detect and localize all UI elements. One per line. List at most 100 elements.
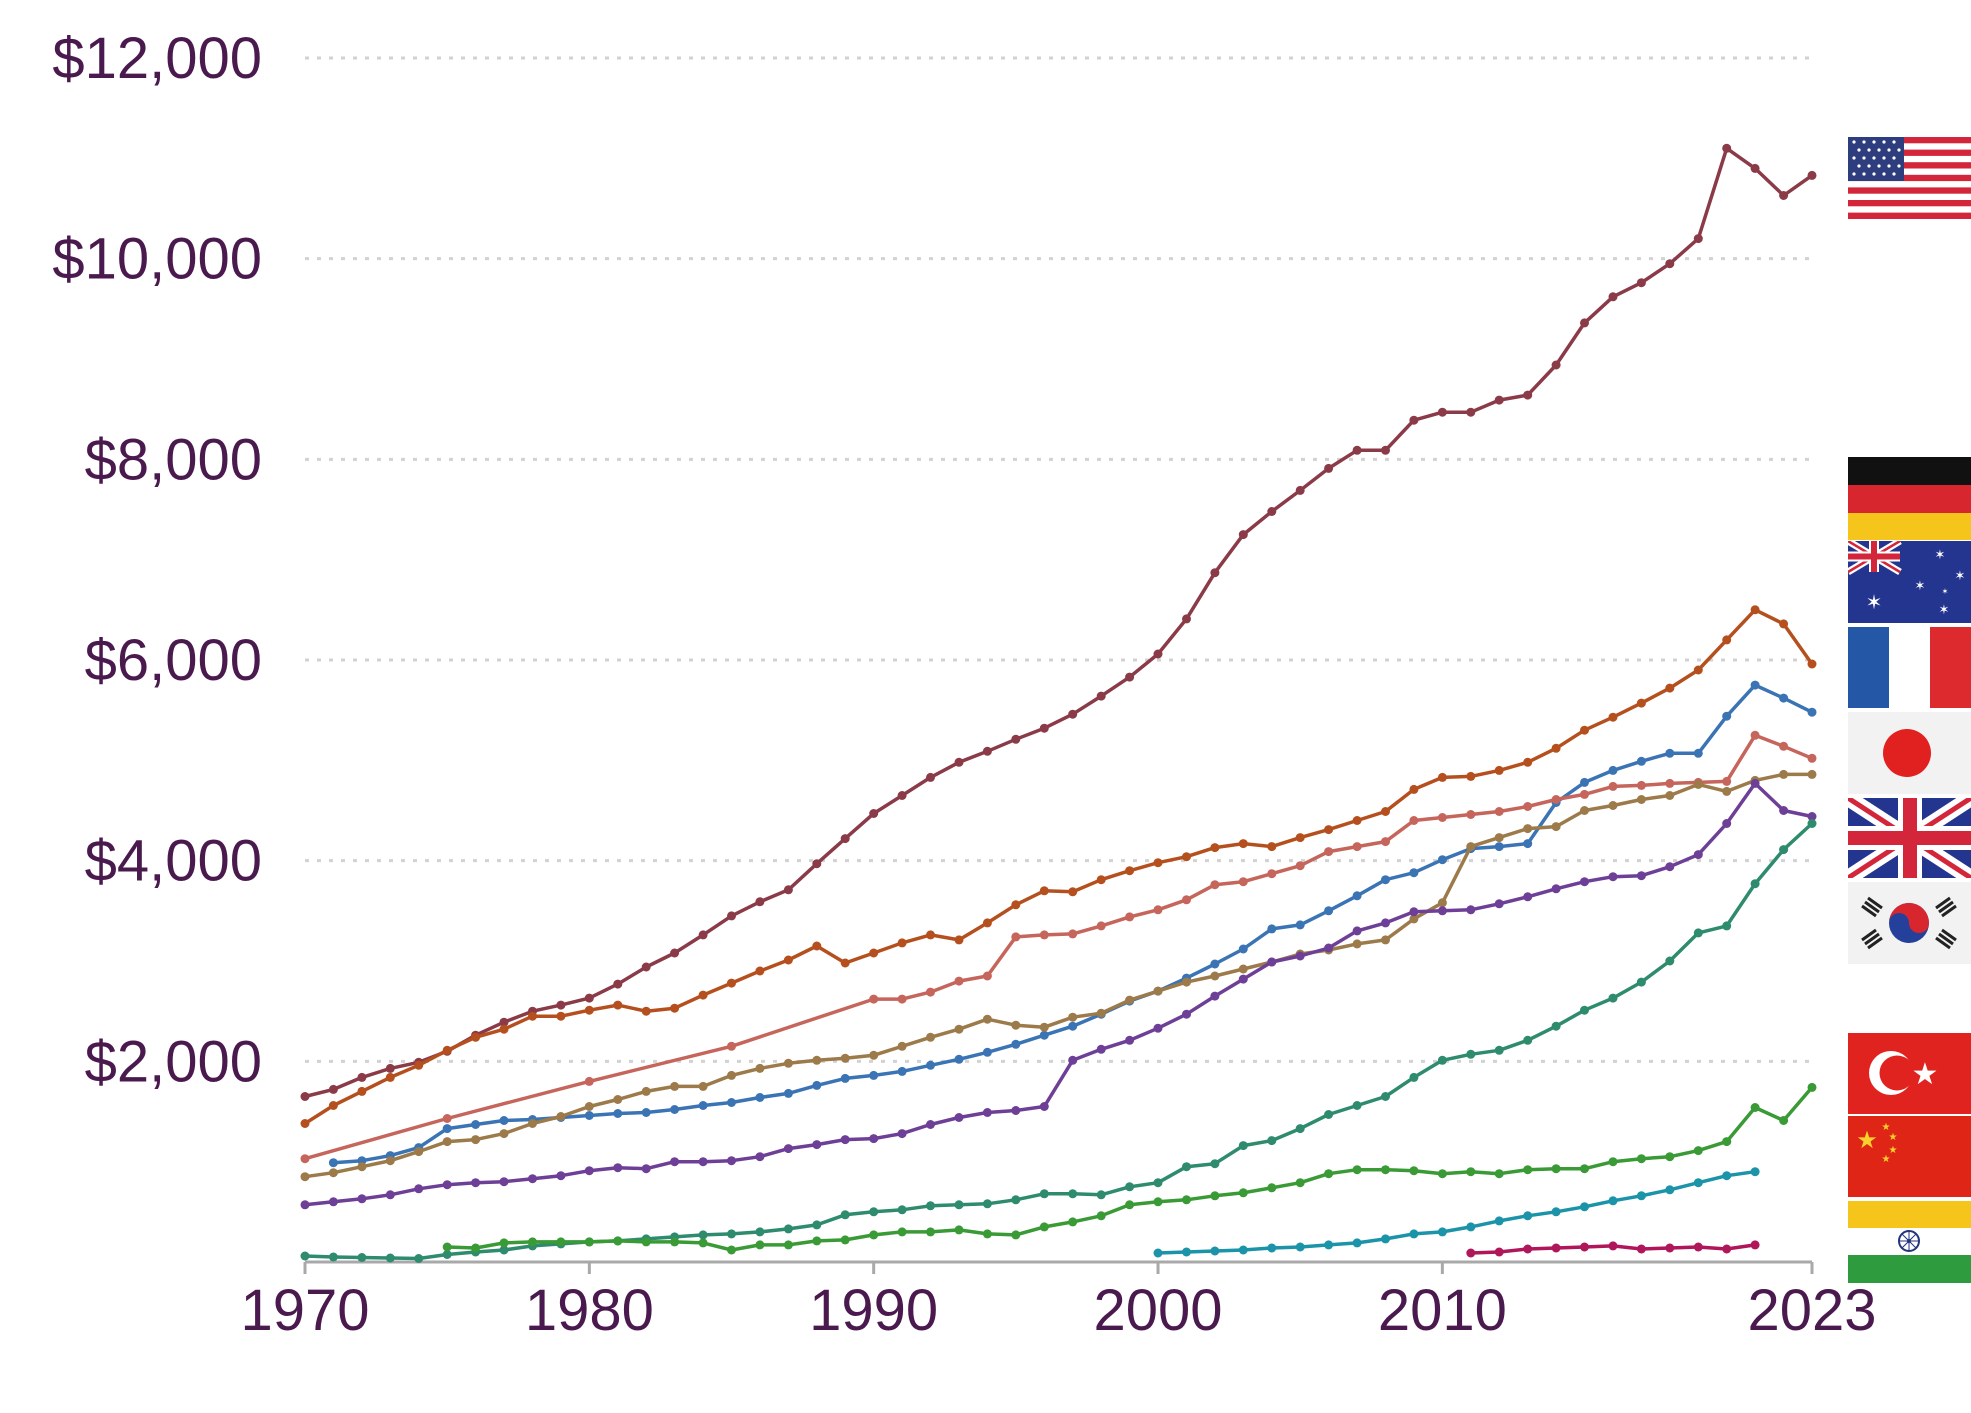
- data-point: [1608, 1157, 1618, 1167]
- y-tick-label: $8,000: [85, 427, 262, 492]
- data-point: [897, 1205, 907, 1215]
- data-point: [1039, 1189, 1049, 1199]
- data-point: [1636, 698, 1646, 708]
- y-tick-label: $2,000: [85, 1029, 262, 1094]
- series-line: [303, 146, 1814, 1099]
- data-point: [1466, 1248, 1476, 1258]
- data-point: [954, 757, 964, 767]
- data-point: [328, 1197, 338, 1207]
- data-point: [1693, 850, 1703, 860]
- data-point: [1295, 1242, 1305, 1252]
- data-point: [1608, 993, 1618, 1003]
- data-point: [442, 1180, 452, 1190]
- data-point: [840, 958, 850, 968]
- data-point: [1523, 1244, 1533, 1254]
- data-point: [1779, 1116, 1789, 1125]
- data-point: [1096, 921, 1106, 931]
- data-point: [926, 1201, 935, 1211]
- data-point: [556, 1237, 566, 1247]
- data-point: [897, 994, 907, 1004]
- data-point: [1437, 1169, 1447, 1179]
- svg-text:★: ★: [1856, 1127, 1878, 1154]
- data-point: [1352, 926, 1362, 936]
- data-point: [1523, 1035, 1533, 1045]
- data-point: [1551, 1164, 1561, 1174]
- data-point: [1381, 807, 1390, 816]
- data-point: [727, 1156, 736, 1166]
- data-point: [1636, 795, 1646, 804]
- y-tick-label: $6,000: [85, 628, 262, 693]
- data-point: [1608, 781, 1618, 791]
- data-point: [1125, 1182, 1135, 1192]
- data-point: [584, 1102, 594, 1111]
- data-point: [1523, 824, 1533, 834]
- data-point: [1182, 1162, 1191, 1172]
- x-tick-label: 2023: [1747, 1278, 1876, 1343]
- data-point: [471, 1178, 481, 1188]
- data-point: [1779, 845, 1789, 855]
- data-point: [755, 1227, 765, 1237]
- data-point: [1494, 1216, 1504, 1226]
- france-flag: [1848, 627, 1971, 708]
- data-point: [1580, 318, 1589, 328]
- data-point: [1295, 833, 1305, 843]
- data-point: [727, 911, 736, 921]
- data-point: [1267, 1183, 1277, 1193]
- data-point: [840, 1073, 850, 1083]
- series-line: [303, 781, 1814, 1207]
- data-point: [869, 809, 879, 818]
- data-point: [698, 1230, 708, 1240]
- data-point: [954, 976, 964, 986]
- data-point: [1494, 899, 1504, 909]
- data-point: [613, 1109, 623, 1118]
- data-point: [783, 1088, 793, 1098]
- data-point: [499, 1245, 509, 1255]
- data-point: [783, 885, 793, 895]
- data-point: [783, 1224, 793, 1234]
- series-south-korea: [300, 819, 1817, 1263]
- data-point: [528, 1237, 537, 1247]
- data-point: [1409, 784, 1419, 794]
- series-france: [300, 730, 1817, 1164]
- data-point: [1210, 991, 1220, 1001]
- data-point: [328, 1101, 338, 1110]
- data-point: [1693, 665, 1703, 675]
- x-tick-label: 1980: [525, 1278, 654, 1343]
- data-point: [1523, 1211, 1533, 1221]
- data-point: [982, 746, 992, 756]
- data-point: [670, 1081, 680, 1091]
- data-point: [528, 1011, 537, 1021]
- data-point: [471, 1120, 481, 1129]
- data-point: [727, 1070, 736, 1080]
- data-point: [1551, 822, 1561, 832]
- data-point: [1608, 292, 1618, 302]
- data-point: [1523, 1165, 1533, 1175]
- data-point: [1608, 1241, 1618, 1251]
- data-point: [1523, 390, 1533, 400]
- data-point: [1182, 614, 1191, 624]
- data-point: [1551, 360, 1561, 370]
- data-point: [1608, 1196, 1618, 1206]
- data-point: [982, 971, 992, 981]
- data-point: [1807, 170, 1817, 180]
- data-point: [1466, 810, 1476, 819]
- data-point: [1580, 1005, 1589, 1015]
- data-point: [1409, 907, 1419, 917]
- data-point: [442, 1250, 452, 1259]
- data-point: [869, 948, 879, 958]
- data-point: [1779, 769, 1789, 779]
- data-point: [1125, 672, 1135, 682]
- data-point: [1466, 1222, 1476, 1232]
- data-point: [1494, 1169, 1504, 1179]
- data-point: [442, 1045, 452, 1055]
- data-point: [1409, 868, 1419, 878]
- data-point: [869, 1070, 879, 1080]
- x-tick-label: 2010: [1378, 1278, 1507, 1343]
- data-point: [1295, 1124, 1305, 1134]
- data-point: [1466, 407, 1476, 417]
- data-point: [1039, 723, 1049, 733]
- data-point: [954, 935, 964, 945]
- data-point: [954, 1024, 964, 1034]
- svg-text:✶: ✶: [1866, 592, 1883, 614]
- data-point: [1125, 866, 1135, 876]
